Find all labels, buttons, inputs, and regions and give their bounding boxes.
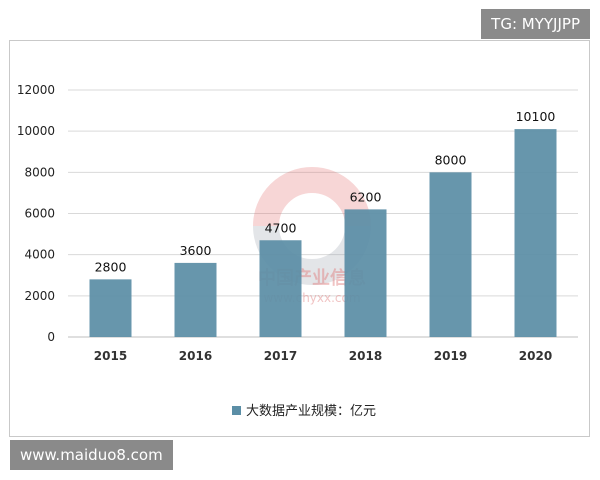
bar xyxy=(259,240,302,337)
y-tick-label: 4000 xyxy=(24,248,55,262)
y-tick-label: 10000 xyxy=(17,124,55,138)
y-tick-label: 0 xyxy=(47,330,55,344)
bar xyxy=(344,209,387,337)
data-label: 10100 xyxy=(516,109,556,124)
bar xyxy=(89,279,132,337)
y-tick-label: 6000 xyxy=(24,207,55,221)
legend-label: 大数据产业规模：亿元 xyxy=(246,404,376,419)
data-label: 8000 xyxy=(435,152,467,167)
telegram-badge: TG: MYYJJPP xyxy=(481,9,590,39)
data-label: 2800 xyxy=(95,259,127,274)
x-tick-label: 2020 xyxy=(519,349,552,363)
bar xyxy=(514,129,557,337)
x-tick-label: 2017 xyxy=(264,349,297,363)
y-tick-label: 12000 xyxy=(17,83,55,97)
x-tick-label: 2015 xyxy=(94,349,127,363)
website-badge: www.maiduo8.com xyxy=(10,440,173,470)
bar-chart: 020004000600080001000012000中国产业信息www.chy… xyxy=(17,83,578,419)
bar xyxy=(174,262,217,337)
bar xyxy=(429,172,472,337)
legend-swatch xyxy=(232,406,241,415)
y-tick-label: 8000 xyxy=(24,165,55,179)
data-label: 6200 xyxy=(350,189,382,204)
watermark-ring-top xyxy=(253,167,371,227)
y-tick-label: 2000 xyxy=(24,289,55,303)
x-tick-label: 2019 xyxy=(434,349,467,363)
x-tick-label: 2018 xyxy=(349,349,382,363)
chart-frame: 0 2000 4000 6000 8000 10000 12000 中国产业信息 www.chy… xyxy=(9,40,590,437)
data-label: 3600 xyxy=(180,243,212,258)
data-label: 4700 xyxy=(265,220,297,235)
x-tick-label: 2016 xyxy=(179,349,212,363)
